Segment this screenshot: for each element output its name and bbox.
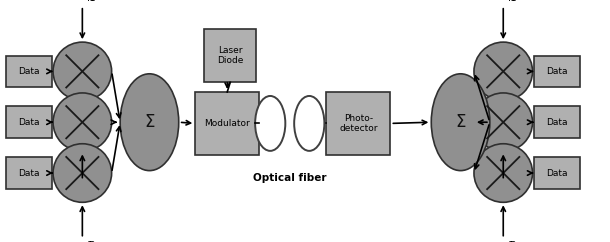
Text: f3: f3 [508,241,518,242]
Bar [326,92,390,155]
Text: f1: f1 [87,0,97,3]
Text: $\Sigma$: $\Sigma$ [455,113,466,131]
Text: Data: Data [546,67,567,76]
Ellipse shape [255,96,285,151]
Ellipse shape [53,93,112,151]
Ellipse shape [474,42,533,101]
Text: f1: f1 [508,0,518,3]
Text: Data: Data [18,118,40,127]
Bar [6,106,52,138]
Text: f3: f3 [87,241,97,242]
Bar [6,56,52,87]
Text: Optical fiber: Optical fiber [253,173,326,183]
Bar [534,56,580,87]
Text: Laser
Diode: Laser Diode [217,46,243,65]
Ellipse shape [294,96,325,151]
Text: f2: f2 [87,183,97,193]
Text: Data: Data [18,168,40,178]
Bar [204,29,256,82]
Bar [6,157,52,189]
Ellipse shape [431,74,490,171]
Text: f2: f2 [508,183,518,193]
Bar [534,106,580,138]
Text: Modulator: Modulator [204,119,250,128]
Text: Data: Data [546,118,567,127]
Ellipse shape [53,144,112,202]
Bar [195,92,259,155]
Ellipse shape [474,144,533,202]
Ellipse shape [120,74,179,171]
Bar [534,157,580,189]
Text: Data: Data [18,67,40,76]
Text: $\Sigma$: $\Sigma$ [144,113,155,131]
Text: Data: Data [546,168,567,178]
Text: Photo-
detector: Photo- detector [339,114,378,133]
Ellipse shape [53,42,112,101]
Ellipse shape [474,93,533,151]
